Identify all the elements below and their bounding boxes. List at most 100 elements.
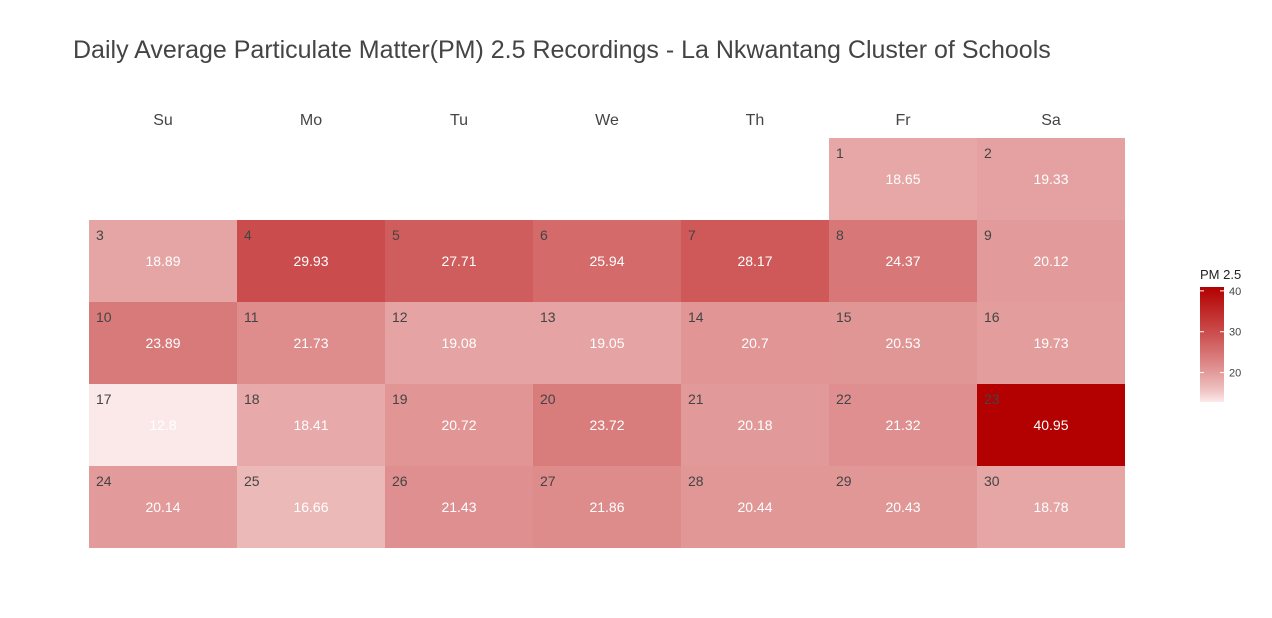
day-value-label: 29.93 xyxy=(293,253,328,269)
day-cell-fill xyxy=(829,220,977,302)
day-cell-fill xyxy=(977,302,1125,384)
day-cell-fill xyxy=(977,466,1125,548)
day-number: 3 xyxy=(96,227,104,243)
day-cell-fill xyxy=(237,384,385,466)
day-number: 24 xyxy=(96,473,112,489)
day-value-label: 19.05 xyxy=(589,335,624,351)
day-value-label: 16.66 xyxy=(293,499,328,515)
day-value-label: 20.18 xyxy=(737,417,772,433)
day-cell-18: 18 18.41 xyxy=(237,384,385,466)
day-value-label: 21.43 xyxy=(441,499,476,515)
day-cell-fill xyxy=(237,302,385,384)
day-value-label: 19.33 xyxy=(1033,171,1068,187)
day-cell-fill xyxy=(533,302,681,384)
day-cell-fill xyxy=(681,220,829,302)
day-cell-fill xyxy=(829,138,977,220)
day-cell-11: 11 21.73 xyxy=(237,302,385,384)
day-cell-fill xyxy=(829,466,977,548)
legend: PM 2.5 40 30 20 xyxy=(1200,267,1241,402)
day-value-label: 20.12 xyxy=(1033,253,1068,269)
day-value-label: 18.65 xyxy=(885,171,920,187)
day-value-label: 20.72 xyxy=(441,417,476,433)
day-cell-1: 118.65 xyxy=(829,138,977,220)
day-cell-9: 920.12 xyxy=(977,220,1125,302)
day-number: 28 xyxy=(688,473,704,489)
day-value-label: 23.72 xyxy=(589,417,624,433)
day-cell-23: 23 40.95 xyxy=(977,384,1125,466)
day-cell-14: 14 20.7 xyxy=(681,302,829,384)
day-cell-5: 527.71 xyxy=(385,220,533,302)
day-cell-fill xyxy=(977,384,1125,466)
day-value-label: 20.53 xyxy=(885,335,920,351)
day-cell-22: 22 21.32 xyxy=(829,384,977,466)
day-number: 7 xyxy=(688,227,696,243)
day-cell-fill xyxy=(237,466,385,548)
calendar-grid: 118.65219.33318.89429.93527.71625.94728.… xyxy=(89,138,1125,548)
day-number: 23 xyxy=(984,391,1000,407)
day-number: 13 xyxy=(540,309,556,325)
legend-tick-label: 30 xyxy=(1229,327,1241,339)
day-number: 27 xyxy=(540,473,556,489)
day-value-label: 23.89 xyxy=(145,335,180,351)
day-cell-21: 21 20.18 xyxy=(681,384,829,466)
day-cell-fill xyxy=(89,384,237,466)
weekday-header: Su Mo Tu We Th Fr Sa xyxy=(153,112,1061,129)
day-number: 20 xyxy=(540,391,556,407)
legend-color-bar xyxy=(1200,287,1224,402)
weekday-label-fr: Fr xyxy=(895,112,911,129)
day-cell-fill xyxy=(89,220,237,302)
day-value-label: 24.37 xyxy=(885,253,920,269)
day-value-label: 20.43 xyxy=(885,499,920,515)
day-cell-fill xyxy=(89,302,237,384)
chart-title: Daily Average Particulate Matter(PM) 2.5… xyxy=(73,36,1051,64)
day-value-label: 21.86 xyxy=(589,499,624,515)
day-cell-fill xyxy=(385,302,533,384)
day-number: 15 xyxy=(836,309,852,325)
day-value-label: 18.89 xyxy=(145,253,180,269)
day-cell-fill xyxy=(533,220,681,302)
day-cell-fill xyxy=(533,466,681,548)
day-cell-25: 25 16.66 xyxy=(237,466,385,548)
day-number: 8 xyxy=(836,227,844,243)
day-cell-fill xyxy=(89,466,237,548)
day-cell-17: 17 12.8 xyxy=(89,384,237,466)
day-cell-29: 29 20.43 xyxy=(829,466,977,548)
day-number: 25 xyxy=(244,473,260,489)
day-value-label: 20.14 xyxy=(145,499,180,515)
day-number: 14 xyxy=(688,309,704,325)
day-value-label: 12.8 xyxy=(149,417,176,433)
day-cell-8: 824.37 xyxy=(829,220,977,302)
day-number: 21 xyxy=(688,391,704,407)
day-cell-10: 10 23.89 xyxy=(89,302,237,384)
weekday-label-we: We xyxy=(595,112,619,129)
day-cell-7: 728.17 xyxy=(681,220,829,302)
day-value-label: 27.71 xyxy=(441,253,476,269)
weekday-label-tu: Tu xyxy=(450,112,468,129)
day-cell-fill xyxy=(681,384,829,466)
day-number: 11 xyxy=(244,309,259,325)
day-cell-28: 28 20.44 xyxy=(681,466,829,548)
day-number: 26 xyxy=(392,473,408,489)
day-cell-26: 26 21.43 xyxy=(385,466,533,548)
day-value-label: 19.73 xyxy=(1033,335,1068,351)
day-cell-30: 30 18.78 xyxy=(977,466,1125,548)
legend-tick-label: 40 xyxy=(1229,286,1241,298)
day-number: 9 xyxy=(984,227,992,243)
day-number: 6 xyxy=(540,227,548,243)
day-number: 12 xyxy=(392,309,408,325)
day-cell-13: 13 19.05 xyxy=(533,302,681,384)
day-value-label: 28.17 xyxy=(737,253,772,269)
day-cell-fill xyxy=(681,302,829,384)
day-cell-fill xyxy=(533,384,681,466)
day-number: 29 xyxy=(836,473,852,489)
day-cell-20: 20 23.72 xyxy=(533,384,681,466)
day-value-label: 18.78 xyxy=(1033,499,1068,515)
day-cell-4: 429.93 xyxy=(237,220,385,302)
legend-tick-label: 20 xyxy=(1229,368,1241,380)
day-cell-2: 219.33 xyxy=(977,138,1125,220)
day-value-label: 18.41 xyxy=(293,417,328,433)
day-value-label: 19.08 xyxy=(441,335,476,351)
day-cell-fill xyxy=(681,466,829,548)
day-cell-fill xyxy=(977,138,1125,220)
